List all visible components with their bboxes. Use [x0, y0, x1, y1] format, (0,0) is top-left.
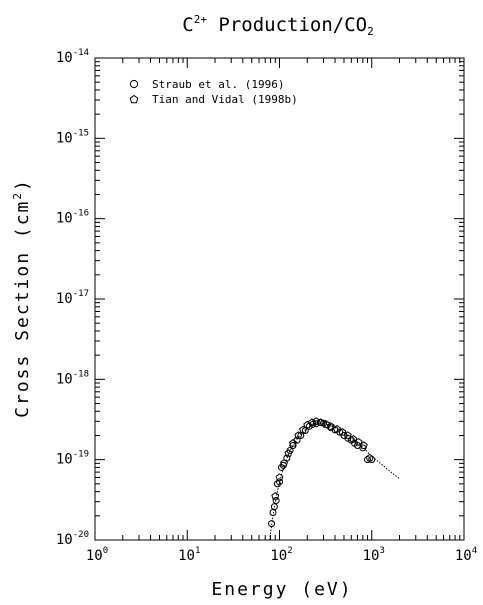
y-tick-label-exponent: -19 [73, 450, 89, 460]
legend-pentagon-marker [129, 94, 139, 104]
legend: Straub et al. (1996) Tian and Vidal (199… [129, 78, 298, 106]
y-tick-label-base: 10 [56, 371, 73, 387]
y-tick-label-base: 10 [56, 130, 73, 146]
legend-circle-marker [129, 79, 139, 89]
y-axis-label-pre: Cross Section (cm [12, 200, 33, 418]
straub-data-point [272, 497, 280, 505]
y-tick-label: 10-18 [56, 369, 89, 387]
tian-data-point [354, 437, 363, 446]
x-tick-label-exponent: 1 [195, 546, 200, 556]
x-tick-label-exponent: 3 [379, 546, 384, 556]
ticks-layer [95, 58, 464, 540]
tick-labels-layer: 100 101 102 103 10410-1410-1510-1610-1710-18… [56, 48, 477, 564]
chart-title-sup: 2+ [194, 13, 208, 26]
chart-title: C2+ Production/CO2 [182, 13, 373, 38]
fit-curve [269, 422, 400, 541]
x-tick-label-base: 10 [270, 548, 287, 564]
y-tick-label-base: 10 [56, 211, 73, 227]
y-tick-label-base: 10 [56, 452, 73, 468]
tian-data-point [322, 420, 331, 428]
x-tick-label: 104 [455, 546, 477, 564]
tian-data-point [343, 431, 352, 439]
straub-data-point [283, 454, 291, 462]
tian-data-point [338, 427, 347, 436]
tian-data-point [275, 473, 284, 481]
y-tick-label-exponent: -20 [73, 530, 89, 540]
tian-data-point [294, 431, 303, 439]
y-tick-label: 10-16 [56, 209, 89, 227]
straub-data-point [344, 434, 352, 442]
y-tick-label: 10-17 [56, 289, 89, 307]
y-tick-label: 10-15 [56, 128, 89, 146]
y-axis-label: Cross Section (cm2) [11, 178, 33, 418]
tian-data-point [280, 459, 289, 467]
y-tick-label-exponent: -15 [73, 128, 89, 138]
tian-data-point [349, 434, 358, 443]
tian-data-point [316, 418, 325, 426]
y-tick-label-exponent: -17 [73, 289, 89, 299]
straub-data-point [269, 508, 277, 516]
x-tick-label: 101 [178, 546, 200, 564]
x-tick-label-base: 10 [363, 548, 380, 564]
tian-data-point [359, 441, 368, 449]
chart-title-post: Production/CO [207, 14, 367, 36]
x-tick-label-exponent: 4 [472, 546, 477, 556]
tian-data-point [326, 422, 335, 430]
y-axis-label-sup: 2 [11, 191, 24, 200]
straub-data-point [270, 503, 278, 511]
y-tick-label: 10-19 [56, 450, 89, 468]
y-tick-label-exponent: -16 [73, 209, 89, 219]
straub-data-point [312, 420, 320, 428]
chart-title-pre: C [182, 14, 193, 36]
y-axis-label-post: ) [12, 178, 33, 191]
x-tick-label-base: 10 [455, 548, 472, 564]
x-tick-label-base: 10 [178, 548, 195, 564]
x-tick-label: 103 [363, 546, 385, 564]
x-tick-label: 102 [270, 546, 292, 564]
x-axis-label: Energy (eV) [211, 579, 352, 600]
y-tick-label-exponent: -18 [73, 369, 89, 379]
x-tick-label: 100 [86, 546, 108, 564]
tian-data-point [365, 453, 374, 462]
y-tick-label-base: 10 [56, 50, 73, 66]
straub-data-point [364, 456, 372, 464]
tian-data-point [288, 439, 297, 447]
fit-curve-layer [269, 422, 400, 541]
chart-title-sub: 2 [367, 25, 374, 38]
straub-data-point [268, 520, 276, 528]
tian-data-point [284, 449, 293, 457]
data-points-layer [268, 417, 376, 528]
plot-frame [94, 57, 465, 541]
legend-entry-straub: Straub et al. (1996) [129, 78, 284, 91]
legend-label-straub: Straub et al. (1996) [152, 78, 284, 91]
legend-entry-tian: Tian and Vidal (1998b) [129, 93, 298, 106]
tian-data-point [332, 424, 342, 433]
legend-label-tian: Tian and Vidal (1998b) [152, 93, 298, 106]
y-tick-label-base: 10 [56, 532, 73, 548]
y-tick-label: 10-20 [56, 530, 89, 548]
tian-data-point [307, 418, 316, 426]
straub-data-point [289, 442, 297, 450]
tian-data-point [303, 420, 312, 429]
y-tick-label-exponent: -14 [73, 48, 89, 58]
y-tick-label-base: 10 [56, 291, 73, 307]
x-tick-label-exponent: 2 [287, 546, 292, 556]
straub-data-point [276, 478, 283, 486]
straub-data-point [368, 456, 376, 464]
y-tick-label: 10-14 [56, 48, 89, 66]
x-tick-label-base: 10 [86, 548, 103, 564]
tian-data-point [271, 492, 280, 500]
x-tick-label-exponent: 0 [103, 546, 108, 556]
